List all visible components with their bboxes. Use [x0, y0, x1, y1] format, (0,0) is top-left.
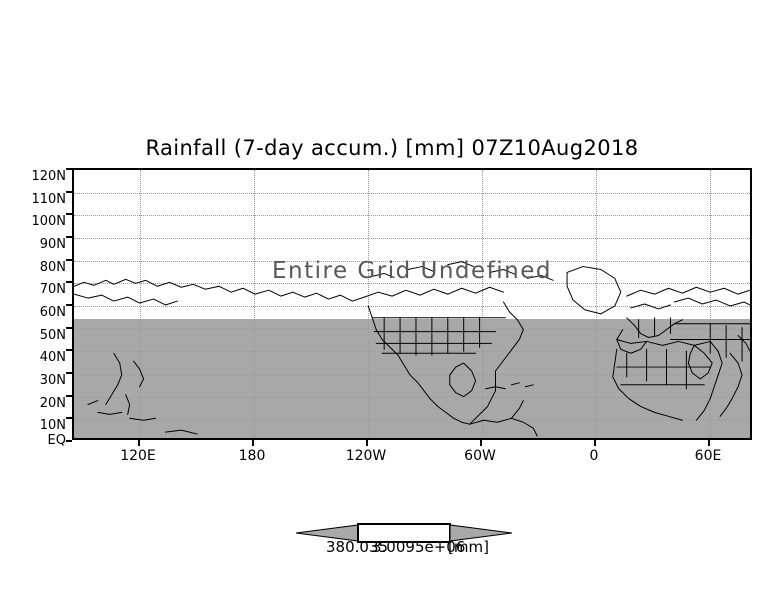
gridline-vertical: [368, 170, 369, 438]
y-axis-tick: [66, 417, 72, 420]
land-shade-region: [74, 319, 750, 438]
y-axis-tick: [66, 258, 72, 261]
y-axis-tick: [66, 326, 72, 329]
y-axis-tick: [66, 213, 72, 216]
gridline-horizontal: [74, 192, 750, 194]
gridline-horizontal: [74, 283, 750, 285]
y-axis-label: 100N: [31, 214, 66, 230]
y-axis-tick: [66, 440, 72, 442]
x-axis-label: 120W: [345, 448, 387, 464]
y-axis-label: 30N: [39, 373, 66, 388]
y-axis-tick: [66, 304, 72, 306]
y-axis-label: EQ: [47, 433, 66, 448]
gridline-vertical: [140, 170, 141, 438]
x-axis-label: 60E: [694, 448, 722, 464]
y-axis-tick: [66, 168, 72, 170]
y-axis-tick: [66, 281, 72, 284]
x-axis-tick: [594, 440, 596, 446]
colorbar-unit-label: [mm]: [448, 538, 489, 556]
y-axis-label: 20N: [39, 395, 66, 411]
y-axis-tick: [66, 236, 72, 238]
y-axis-label: 50N: [39, 327, 66, 343]
gridline-horizontal: [74, 374, 750, 375]
y-axis-label: 40N: [39, 350, 66, 366]
colorbar-max-label: 3.0095e+06: [372, 538, 466, 556]
map-inner: Entire Grid Undefined: [74, 170, 750, 438]
gridline-vertical: [710, 170, 711, 438]
gridline-vertical: [596, 170, 597, 438]
y-axis-label: 110N: [31, 191, 66, 207]
x-axis-label: 0: [589, 448, 599, 464]
x-axis-label: 180: [238, 448, 266, 464]
colorbar[interactable]: [296, 521, 512, 545]
colorbar-labels: 380.035 3.0095e+06 [mm]: [0, 538, 784, 560]
y-axis-label: 10N: [39, 418, 66, 434]
x-axis-tick: [366, 440, 368, 446]
x-axis-tick: [480, 440, 482, 446]
colorbar-svg: [296, 523, 512, 543]
y-axis-label: 80N: [39, 259, 66, 275]
y-axis-label: 60N: [39, 305, 66, 320]
gridline-horizontal: [74, 328, 750, 330]
y-axis-label: 120N: [31, 169, 66, 184]
y-axis-tick: [66, 394, 72, 397]
gridline-horizontal: [74, 306, 750, 307]
gridline-horizontal: [74, 260, 750, 262]
x-axis-tick: [138, 440, 140, 446]
gridline-horizontal: [74, 396, 750, 398]
gridline-horizontal: [74, 215, 750, 217]
map-plot-area: Entire Grid Undefined: [72, 168, 752, 440]
gridline-horizontal: [74, 351, 750, 353]
page-title: Rainfall (7-day accum.) [mm] 07Z10Aug201…: [145, 136, 639, 160]
gridline-vertical: [254, 170, 255, 438]
gridline-horizontal: [74, 419, 750, 421]
x-axis-tick: [252, 440, 254, 446]
x-axis-tick: [708, 440, 710, 446]
colorbar-high-cap: [449, 524, 512, 542]
y-axis-tick: [66, 190, 72, 193]
gridline-vertical: [482, 170, 483, 438]
coastline-overlay: [74, 261, 750, 437]
gridline-horizontal: [74, 238, 750, 239]
colorbar-min-label: 380.035: [326, 538, 389, 556]
y-axis-tick: [66, 372, 72, 374]
x-axis-label: 60W: [464, 448, 496, 464]
x-axis-label: 120E: [120, 448, 156, 464]
y-axis-tick: [66, 349, 72, 352]
y-axis-label: 90N: [39, 237, 66, 252]
y-axis-label: 70N: [39, 282, 66, 298]
